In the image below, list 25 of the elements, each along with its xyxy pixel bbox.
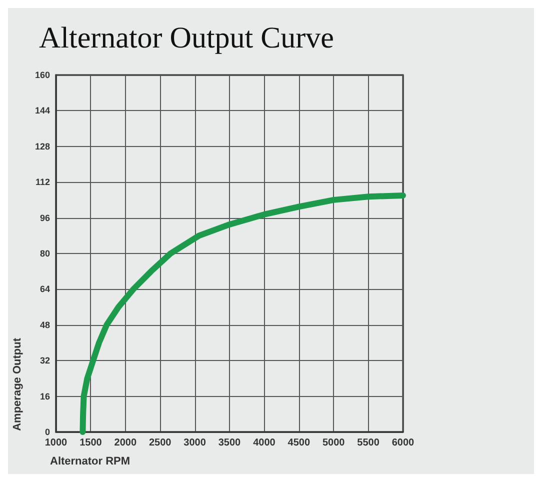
x-tick-label: 1500 bbox=[80, 438, 102, 448]
x-tick-label: 4000 bbox=[253, 438, 276, 448]
x-tick-label: 5000 bbox=[322, 438, 346, 448]
y-tick-label: 112 bbox=[35, 177, 50, 188]
x-axis-title: Alternator RPM bbox=[50, 456, 130, 468]
x-tick-label: 6000 bbox=[392, 438, 415, 448]
y-tick-label: 80 bbox=[40, 248, 50, 258]
y-tick-label: 0 bbox=[44, 427, 50, 437]
x-tick-label: 1000 bbox=[44, 438, 68, 448]
y-tick-label: 96 bbox=[40, 212, 50, 223]
y-tick-label: 128 bbox=[34, 141, 50, 152]
chart-title: Alternator Output Curve bbox=[39, 22, 334, 54]
x-tick-label: 3000 bbox=[184, 438, 206, 448]
y-axis-title: Amperage Output bbox=[12, 338, 24, 431]
y-tick-label: 144 bbox=[34, 106, 50, 116]
y-tick-label: 160 bbox=[34, 70, 50, 80]
y-tick-label: 16 bbox=[40, 391, 50, 402]
y-tick-label: 48 bbox=[40, 320, 50, 330]
x-tick-label: 2000 bbox=[114, 438, 137, 448]
x-tick-label: 2500 bbox=[148, 438, 172, 448]
y-tick-label: 32 bbox=[40, 356, 50, 366]
x-tick-label: 3500 bbox=[218, 438, 242, 448]
x-tick-label: 4500 bbox=[288, 438, 310, 448]
y-tick-label: 64 bbox=[40, 284, 50, 294]
x-tick-label: 5500 bbox=[357, 438, 380, 448]
